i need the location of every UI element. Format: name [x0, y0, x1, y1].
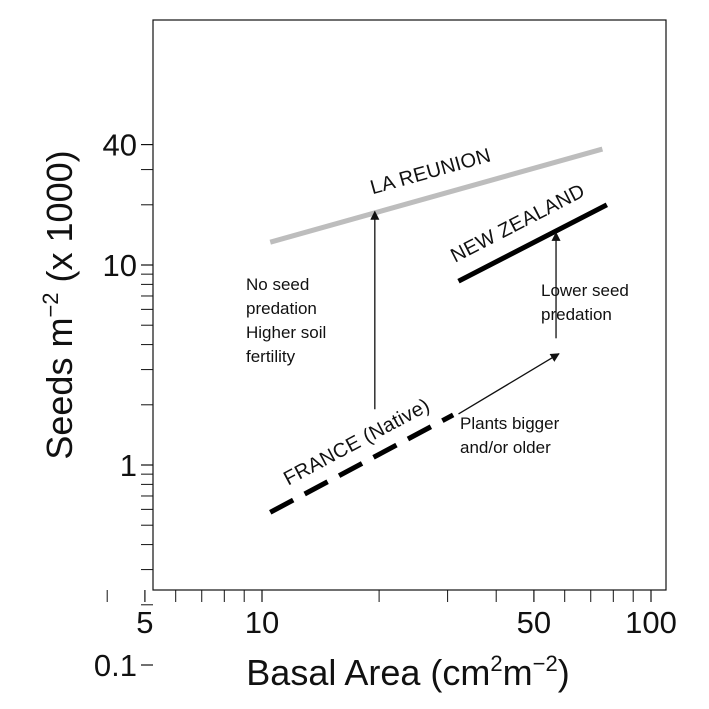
annotations-layer: No seed predation Higher soil fertility Lowe… [246, 210, 629, 457]
series-line-la-reunion [269, 146, 604, 245]
arrow-bigger [458, 353, 560, 415]
x-tick-label: 5 [136, 605, 153, 640]
y-axis-title: Seeds m−2 (x 1000) [38, 150, 80, 459]
series-label-france-native: FRANCE (Native) [280, 394, 434, 490]
y-tick-label: 1 [120, 448, 137, 483]
note-bigger: Plants bigger and/or older [460, 414, 560, 457]
x-tick-label: 50 [517, 605, 551, 640]
note-fertility: No seed predation Higher soil fertility [246, 275, 326, 366]
series-line-new-zealand [457, 202, 608, 284]
x-tick-label: 10 [245, 605, 279, 640]
series-layer [269, 146, 608, 515]
series-line-france-native [269, 412, 455, 515]
x-axis-title: Basal Area (cm2m−2) [246, 651, 569, 693]
y-tick-label: 40 [103, 128, 137, 163]
x-axis: 5 10 50 100 [106, 590, 677, 640]
x-tick-label: 100 [625, 605, 677, 640]
y-tick-label: 10 [103, 248, 137, 283]
plot-frame [152, 19, 667, 591]
y-axis: 0.1 1 10 40 [94, 128, 153, 683]
note-predation: Lower seed predation [541, 281, 629, 324]
y-tick-label: 0.1 [94, 648, 137, 683]
series-label-la-reunion: LA REUNION [368, 144, 493, 199]
